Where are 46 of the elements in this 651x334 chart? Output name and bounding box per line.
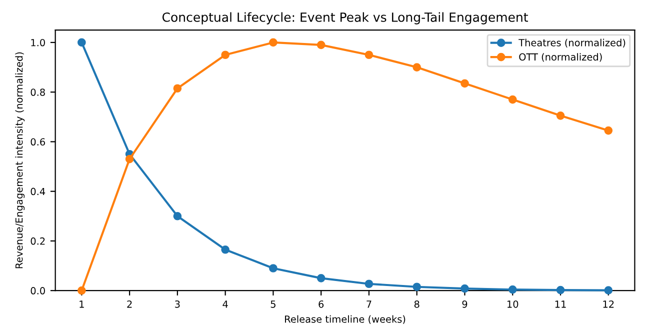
point — [412, 282, 422, 292]
y-axis-title: Revenue/Engagement intensity (normalized) — [15, 52, 25, 268]
point — [556, 111, 565, 120]
y-tick-label: 0.8 — [30, 88, 45, 96]
point — [173, 84, 182, 93]
x-tick-label: 12 — [603, 300, 614, 308]
point — [460, 284, 469, 293]
point — [125, 154, 134, 164]
point — [412, 63, 422, 72]
point — [78, 286, 86, 295]
point — [508, 285, 517, 294]
x-tick-label: 11 — [555, 300, 566, 308]
x-tick-label: 10 — [508, 300, 518, 308]
point — [316, 274, 326, 282]
point — [221, 245, 230, 254]
y-tick-label: 1.0 — [31, 38, 45, 46]
x-tick-label: 4 — [222, 300, 228, 308]
point — [460, 79, 469, 88]
legend-label: Theatres (normalized) — [518, 38, 626, 48]
x-tick-label: 8 — [414, 300, 420, 308]
y-tick-label: 0.4 — [30, 188, 46, 196]
x-tick-label: 2 — [127, 300, 132, 308]
y-tick-label: 0.6 — [30, 138, 45, 146]
point — [364, 280, 374, 288]
y-tick-label: 0.0 — [30, 287, 45, 294]
point — [508, 95, 517, 104]
x-tick-label: 6 — [318, 300, 324, 308]
x-tick-label: 3 — [175, 300, 180, 308]
point — [364, 50, 374, 60]
point — [78, 38, 86, 47]
chart-title: Conceptual Lifecycle: Event Peak vs Long-Tail Engagement — [162, 12, 528, 24]
point — [604, 286, 613, 294]
x-axis-title: Release timeline (weeks) — [285, 315, 406, 324]
point — [556, 286, 565, 294]
x-tick-label: 5 — [270, 300, 276, 308]
point — [221, 50, 230, 60]
legend-label: OTT (normalized) — [519, 53, 602, 62]
x-tick-label: 7 — [366, 300, 372, 308]
point — [316, 40, 326, 50]
point — [269, 38, 278, 47]
x-tick-label: 9 — [462, 300, 468, 308]
point — [269, 264, 278, 272]
y-tick-label: 0.2 — [30, 237, 45, 245]
point — [604, 126, 613, 135]
x-tick-label: 1 — [80, 300, 84, 308]
point — [173, 212, 182, 220]
